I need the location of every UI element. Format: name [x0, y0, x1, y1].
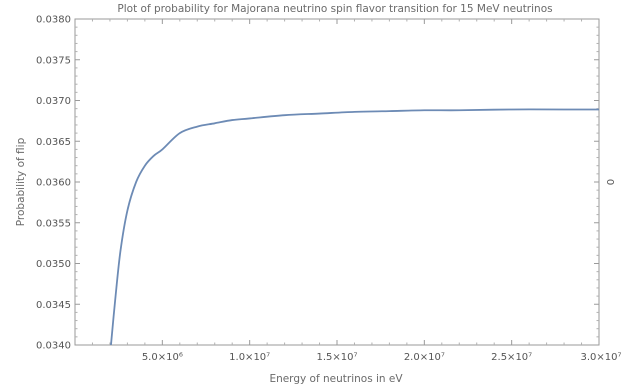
x-tick-label: 1.0×10⁷ — [229, 352, 270, 363]
right-axis-label: 0 — [606, 179, 617, 185]
y-tick-label: 0.0360 — [36, 178, 71, 189]
plot-frame — [74, 18, 600, 346]
x-tick-label: 5.0×10⁶ — [142, 352, 183, 363]
y-tick-labels: 0.0340 0.0345 0.0350 0.0355 0.0360 0.0365 0.03… — [36, 15, 71, 352]
x-axis-label: Energy of neutrinos in eV — [269, 373, 403, 385]
x-tick-label: 1.5×10⁷ — [316, 352, 357, 363]
series-layer — [110, 108, 599, 345]
x-tick-label: 2.5×10⁷ — [491, 352, 532, 363]
plot-axes — [74, 18, 600, 346]
chart-title: Plot of probability for Majorana neutrin… — [117, 3, 552, 15]
y-tick-label: 0.0380 — [36, 15, 71, 26]
x-tick-labels: 5.0×10⁶ 1.0×10⁷ 1.5×10⁷ 2.0×10⁷ 2.5×10⁷ 3.0×1… — [142, 352, 622, 363]
y-tick-label: 0.0365 — [36, 137, 71, 148]
series-line-0 — [110, 108, 599, 345]
axis-ticks — [75, 18, 600, 346]
y-tick-label: 0.0340 — [36, 341, 71, 352]
y-axis-label: Probability of flip — [15, 137, 27, 226]
x-tick-label: 2.0×10⁷ — [404, 352, 445, 363]
y-tick-label: 0.0350 — [36, 259, 71, 270]
y-tick-label: 0.0345 — [36, 300, 71, 311]
x-tick-label: 3.0×10⁷ — [580, 352, 621, 363]
y-tick-label: 0.0370 — [36, 96, 71, 107]
y-tick-label: 0.0355 — [36, 218, 71, 229]
y-tick-label: 0.0375 — [36, 55, 71, 66]
